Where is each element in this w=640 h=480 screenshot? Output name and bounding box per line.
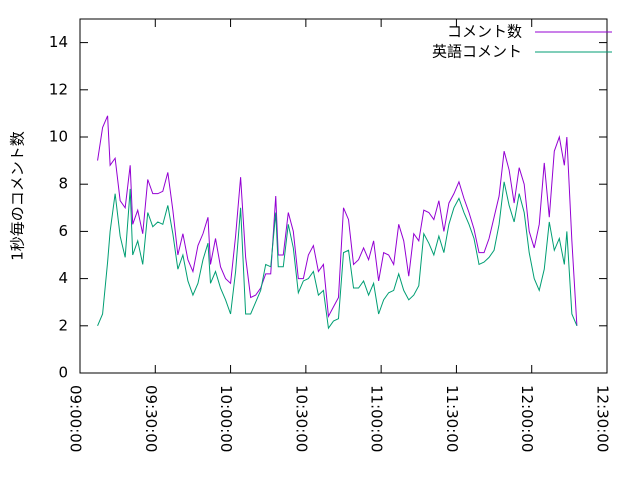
series-line — [97, 181, 578, 330]
y-tick-label: 14 — [49, 33, 68, 51]
x-tick-label: 09:30:00 — [142, 385, 160, 452]
y-tick-label: 0 — [58, 364, 68, 382]
y-tick-label: 12 — [49, 80, 68, 98]
x-tick-label: 12:00:00 — [518, 385, 536, 452]
y-tick-label: 2 — [58, 316, 68, 334]
x-tick-label: 12:30:00 — [594, 385, 612, 452]
y-axis-label: 1秒毎のコメント数 — [9, 131, 27, 261]
x-tick-label: 11:30:00 — [443, 385, 461, 452]
y-tick-label: 10 — [49, 128, 68, 146]
plot-border — [79, 18, 608, 374]
y-tick-label: 6 — [58, 222, 68, 240]
x-tick-label: 11:00:00 — [368, 385, 386, 452]
x-tick-label: 09:00:00 — [67, 385, 85, 452]
x-tick-label: 10:30:00 — [292, 385, 310, 452]
legend-label: 英語コメント — [432, 43, 522, 61]
legend-label: コメント数 — [447, 23, 522, 41]
series-line — [97, 115, 578, 326]
y-tick-label: 4 — [58, 269, 68, 287]
x-tick-label: 10:00:00 — [217, 385, 235, 452]
y-tick-label: 8 — [58, 175, 68, 193]
